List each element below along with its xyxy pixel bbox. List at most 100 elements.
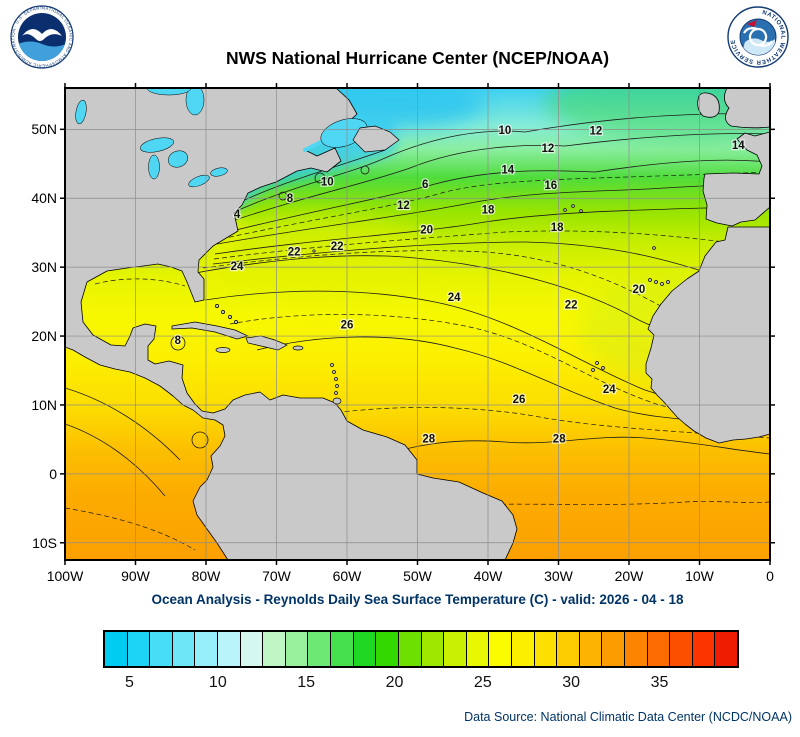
colorbar-cell [263,632,286,666]
isotherm-label: 8 [287,193,294,205]
lat-tick-label: 0 [49,465,57,482]
bermuda-island [312,249,316,253]
colorbar-cell [534,632,558,666]
colorbar-cell [444,632,467,666]
colorbar-cell [218,632,241,666]
isotherm-label: 18 [482,204,495,216]
colorbar-tick-label: 30 [562,674,581,691]
colorbar-cell [308,632,332,666]
isotherm-label: 16 [544,180,557,192]
lon-tick-label: 80W [191,568,221,584]
colorbar-cell [240,632,264,666]
lon-tick-label: 0 [766,568,774,584]
landmass-layer [65,88,770,560]
graticule [65,88,770,560]
isotherm-label: 6 [422,179,428,191]
colorbar-cell [692,632,716,666]
isotherm-label: 10 [499,125,512,137]
colorbar-cell [195,632,219,666]
isotherm-label: 26 [341,319,354,331]
lon-tick-label: 20W [614,568,644,584]
sst-map-canvas: 4 8 10 12 6 10 12 12 14 14 16 18 18 20 20 22 22 22 24 24 24 2… [60,83,775,565]
isotherm-label: 22 [331,241,344,253]
lat-tick-label: 10S [32,534,57,551]
isotherm-label: 12 [542,143,555,155]
lon-tick-label: 30W [544,568,573,584]
isotherm-label: 22 [288,246,301,258]
trinidad-island [332,397,342,405]
isotherm-label: 26 [513,394,526,406]
nws-logo: NATIONAL WEATHER SERVICE [727,6,789,68]
lake-superior [140,137,174,153]
isotherm-label: 28 [422,434,435,446]
caption: Ocean Analysis - Reynolds Daily Sea Surf… [151,592,684,607]
colorbar-tick-label: 25 [473,674,492,691]
lon-tick-label: 50W [403,568,432,584]
colorbar-cell [353,632,377,666]
isotherm-label: 12 [589,126,602,138]
colorbar-tick-label: 20 [385,674,404,691]
lake-ontario [210,167,228,177]
colorbar-cell [579,632,603,666]
colorbar-tick-label: 15 [297,674,316,691]
isotherm-label: 10 [321,177,334,189]
lake-huron [167,150,189,168]
sst-map: 4 8 10 12 6 10 12 12 14 14 16 18 18 20 20 22 22 22 24 24 24 2… [31,83,775,584]
isotherm-contours [65,113,770,497]
colorbar-cell [376,632,399,666]
isotherm-label: 20 [632,284,645,296]
isotherm-label: 24 [231,261,244,273]
americas-landmass [65,88,518,560]
colorbar-cell [331,632,354,666]
lake-michigan [148,154,160,180]
hurricane-icon [743,27,773,47]
james-bay [185,88,205,116]
colorbar-ticks: 5 10 15 20 25 30 35 [103,674,739,696]
colorbar-cell [105,632,128,666]
puerto-rico-island [292,345,304,351]
lon-tick-label: 90W [121,568,150,584]
lon-tick-label: 10W [685,568,714,584]
lake-erie [188,174,210,188]
lat-tick-label: 30N [31,259,57,276]
colorbar-tick-label: 10 [208,674,227,691]
lon-tick-label: 40W [473,568,503,584]
lat-tick-label: 10N [31,396,57,413]
colorbar-cell [421,632,445,666]
isotherm-label: 12 [397,200,410,212]
red-flag-icon [747,20,757,27]
hudson-bay [146,88,192,96]
noaa-logo: NATIONAL OCEANIC AND ATMOSPHERIC ADMINIS… [10,5,74,69]
colorbar-cell [398,632,422,666]
colorbar-cell [127,632,151,666]
nws-globe-icon [741,20,775,55]
isotherm-label: 24 [448,292,461,304]
jamaica-island [215,347,231,353]
lat-tick-label: 20N [31,328,57,345]
colorbar-cell [715,632,738,666]
isotherm-label: 14 [732,140,745,152]
colorbar-cell [625,632,648,666]
isotherm-label: 4 [234,209,241,221]
iberia-france-landmass [702,131,770,227]
isotherm-label: 20 [420,224,433,236]
isotherm-label: 24 [603,384,616,396]
lon-tick-label: 70W [262,568,291,584]
lon-tick-label: 100W [46,568,84,584]
lat-tick-label: 40N [31,190,57,207]
lon-tick-label: 60W [332,568,362,584]
lake-winnipeg [75,99,87,125]
colorbar-cell [557,632,580,666]
data-source: Data Source: National Climatic Data Cent… [464,710,792,724]
britain-landmass [724,88,770,129]
isotherm-label: 8 [175,335,182,347]
colorbar-cell [602,632,626,666]
newfoundland-island [352,125,400,153]
isotherm-labels: 4 8 10 12 6 10 12 12 14 14 16 18 18 20 20 22 22 22 24 24 24 2… [173,124,746,447]
colorbar-cell [172,632,196,666]
colorbar-cell [285,632,309,666]
noaa-seagull-icon [22,28,62,41]
isotherm-label: 28 [553,434,566,446]
colorbar-tick-label: 35 [650,674,669,691]
